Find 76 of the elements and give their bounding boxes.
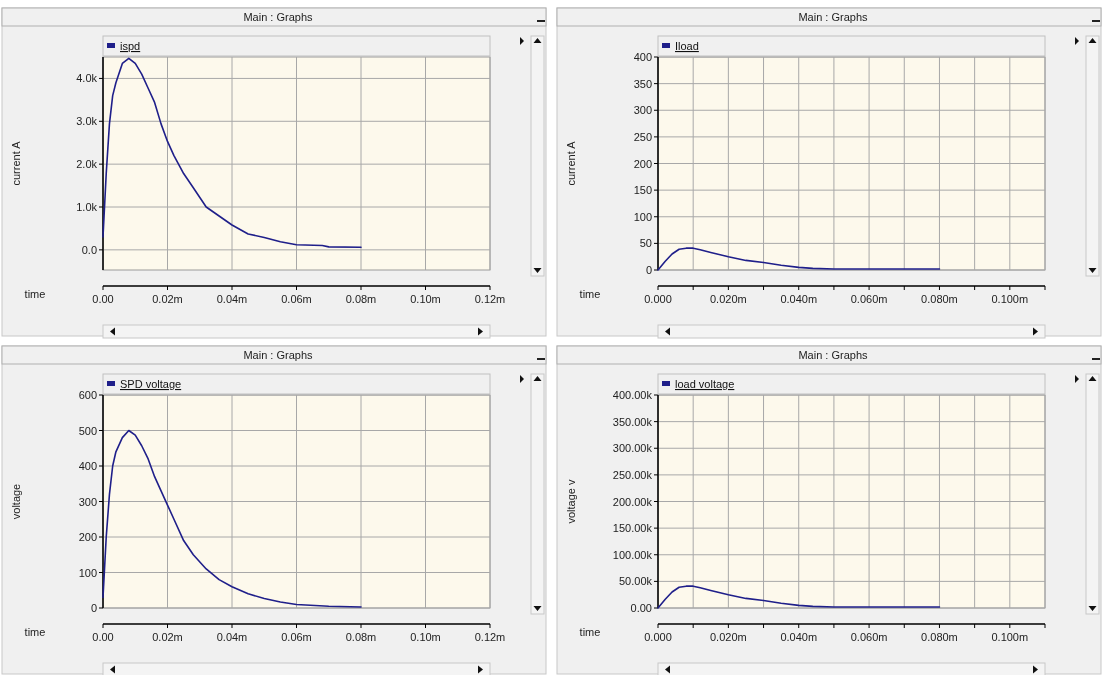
y-tick-label: 200 <box>78 531 97 543</box>
y-tick-label: 3.0k <box>76 115 98 128</box>
line-series <box>657 247 941 271</box>
x-tick-label: 0.020m <box>710 293 747 305</box>
y-tick-label: 400.00k <box>612 389 653 401</box>
y-tick-label: 100 <box>78 566 97 579</box>
x-tick-label: 0.08m <box>345 293 377 305</box>
x-tick-label: 0.06m <box>281 293 312 305</box>
y-axis-title: current A <box>10 140 22 186</box>
line-series <box>102 429 362 608</box>
y-tick-label: 50.00k <box>618 575 653 588</box>
x-tick-label: 0.060m <box>850 293 888 305</box>
y-tick-label: 1.0k <box>76 201 98 213</box>
chart-title: Main : Graphs <box>798 349 869 361</box>
x-tick-label: 0.12m <box>474 293 506 305</box>
x-tick-label: 0.060m <box>850 631 888 643</box>
y-tick-label: 100.00k <box>612 548 653 561</box>
chart-title: Main : Graphs <box>243 349 314 361</box>
x-tick-label: 0.080m <box>921 293 958 305</box>
y-tick-label: 50 <box>639 237 652 250</box>
x-tick-label: 0.000 <box>644 631 672 643</box>
y-axis-title: voltage <box>10 483 22 520</box>
legend-label: load voltage <box>675 378 735 390</box>
legend-label: SPD voltage <box>120 378 182 390</box>
x-tick-label: 0.02m <box>152 631 183 643</box>
y-tick-label: 400 <box>78 460 97 472</box>
chart-title: Main : Graphs <box>243 11 314 23</box>
y-tick-label: 0 <box>645 264 652 276</box>
y-tick-label: 350 <box>633 77 652 90</box>
y-tick-label: 300 <box>633 104 652 117</box>
y-tick-label: 200.00k <box>612 495 653 508</box>
y-tick-label: 4.0k <box>76 72 98 85</box>
y-axis-title: current A <box>565 140 577 186</box>
y-tick-label: 100 <box>633 210 652 223</box>
legend-label: Iload <box>675 40 699 52</box>
x-tick-label: 0.00 <box>92 293 114 305</box>
x-tick-label: 0.06m <box>281 631 312 643</box>
y-tick-label: 0 <box>90 602 97 614</box>
y-tick-label: 300 <box>78 495 97 508</box>
x-tick-label: 0.100m <box>991 631 1029 643</box>
x-tick-label: 0.040m <box>780 631 818 643</box>
x-tick-label: 0.10m <box>410 631 441 643</box>
x-tick-label: 0.04m <box>216 631 248 643</box>
x-axis-title: time <box>24 288 46 300</box>
y-tick-label: 400 <box>633 51 652 63</box>
y-tick-label: 350.00k <box>612 415 653 428</box>
y-tick-label: 0.0 <box>81 243 97 256</box>
y-tick-label: 600 <box>78 389 97 401</box>
x-tick-label: 0.04m <box>216 293 248 305</box>
line-series <box>657 585 941 609</box>
x-tick-label: 0.040m <box>780 293 818 305</box>
x-axis-title: time <box>24 626 46 638</box>
x-tick-label: 0.080m <box>921 631 958 643</box>
y-axis-title: voltage v <box>565 478 577 524</box>
x-tick-label: 0.00 <box>92 631 114 643</box>
y-tick-label: 500 <box>78 424 97 437</box>
legend-label: ispd <box>120 40 141 52</box>
x-tick-label: 0.100m <box>991 293 1029 305</box>
line-series <box>102 57 362 249</box>
x-tick-label: 0.08m <box>345 631 377 643</box>
x-tick-label: 0.020m <box>710 631 747 643</box>
y-tick-label: 200 <box>633 157 652 170</box>
x-tick-label: 0.02m <box>152 293 183 305</box>
y-tick-label: 2.0k <box>76 158 98 171</box>
y-tick-label: 250 <box>633 130 652 143</box>
y-tick-label: 300.00k <box>612 442 653 455</box>
y-tick-label: 150 <box>633 184 652 197</box>
x-axis-title: time <box>579 288 601 300</box>
chart-title: Main : Graphs <box>798 11 869 23</box>
y-tick-label: 250.00k <box>612 468 653 481</box>
y-tick-label: 150.00k <box>612 522 653 535</box>
x-axis-title: time <box>579 626 601 638</box>
x-tick-label: 0.12m <box>474 631 506 643</box>
x-tick-label: 0.10m <box>410 293 441 305</box>
x-tick-label: 0.000 <box>644 293 672 305</box>
y-tick-label: 0.00 <box>630 602 652 614</box>
